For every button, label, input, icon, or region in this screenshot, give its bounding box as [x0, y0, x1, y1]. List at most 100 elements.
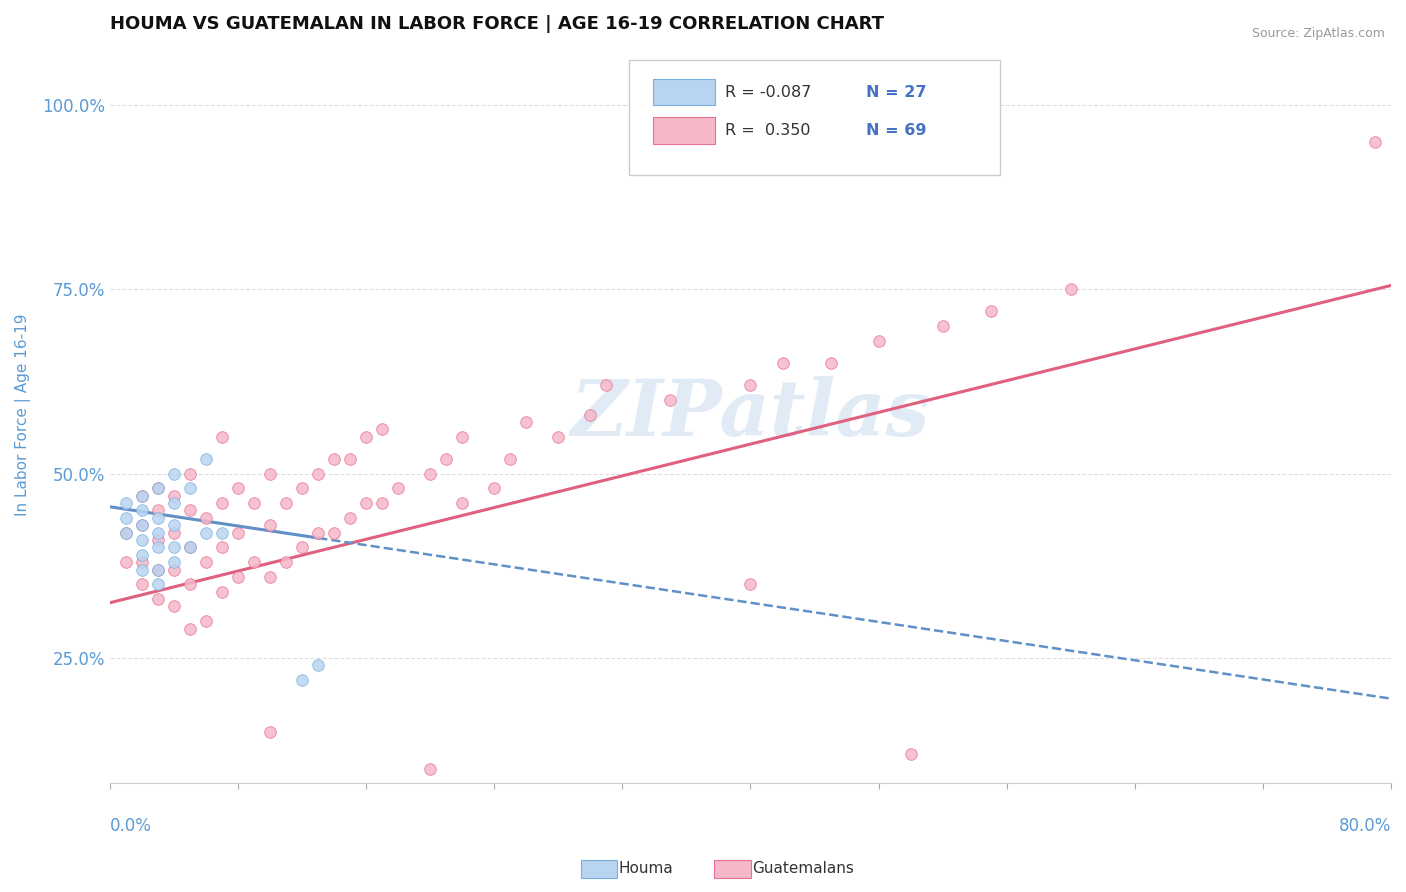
- Point: [163, 467, 186, 481]
- Point: [115, 525, 138, 540]
- Point: [146, 592, 169, 607]
- Point: [146, 525, 169, 540]
- Point: [211, 525, 233, 540]
- Point: [179, 481, 201, 495]
- Point: [451, 430, 474, 444]
- Point: [451, 496, 474, 510]
- Point: [163, 555, 186, 569]
- Point: [900, 747, 922, 761]
- Point: [1060, 282, 1083, 296]
- Point: [115, 525, 138, 540]
- Point: [291, 481, 314, 495]
- Point: [131, 577, 153, 591]
- Point: [115, 555, 138, 569]
- Point: [291, 541, 314, 555]
- FancyBboxPatch shape: [654, 117, 714, 144]
- Point: [163, 562, 186, 576]
- Point: [323, 451, 346, 466]
- Point: [179, 622, 201, 636]
- Point: [354, 496, 377, 510]
- Point: [131, 489, 153, 503]
- Text: Guatemalans: Guatemalans: [752, 862, 853, 876]
- Point: [146, 511, 169, 525]
- Point: [387, 481, 409, 495]
- Point: [163, 518, 186, 533]
- Text: Houma: Houma: [619, 862, 673, 876]
- Text: Source: ZipAtlas.com: Source: ZipAtlas.com: [1251, 27, 1385, 40]
- Point: [515, 415, 537, 429]
- FancyBboxPatch shape: [628, 61, 1000, 175]
- Text: HOUMA VS GUATEMALAN IN LABOR FORCE | AGE 16-19 CORRELATION CHART: HOUMA VS GUATEMALAN IN LABOR FORCE | AGE…: [110, 15, 884, 33]
- Point: [259, 518, 281, 533]
- Point: [259, 570, 281, 584]
- Point: [131, 562, 153, 576]
- Point: [146, 562, 169, 576]
- Point: [131, 489, 153, 503]
- Point: [146, 481, 169, 495]
- Point: [434, 451, 457, 466]
- Point: [307, 467, 329, 481]
- Point: [740, 378, 762, 392]
- Point: [131, 533, 153, 547]
- Point: [772, 356, 794, 370]
- Point: [115, 496, 138, 510]
- Y-axis label: In Labor Force | Age 16-19: In Labor Force | Age 16-19: [15, 313, 31, 516]
- Point: [211, 541, 233, 555]
- Point: [868, 334, 890, 348]
- Point: [146, 503, 169, 517]
- Text: N = 27: N = 27: [866, 85, 927, 100]
- Point: [179, 503, 201, 517]
- Point: [131, 503, 153, 517]
- Point: [499, 451, 522, 466]
- Point: [115, 511, 138, 525]
- Point: [274, 496, 297, 510]
- Point: [131, 518, 153, 533]
- Point: [371, 422, 394, 436]
- Point: [371, 496, 394, 510]
- Point: [259, 724, 281, 739]
- Point: [163, 496, 186, 510]
- Point: [195, 451, 218, 466]
- Point: [146, 577, 169, 591]
- Point: [179, 541, 201, 555]
- Point: [820, 356, 842, 370]
- Point: [211, 430, 233, 444]
- Point: [243, 555, 266, 569]
- Point: [1364, 135, 1386, 149]
- Text: N = 69: N = 69: [866, 123, 927, 138]
- Point: [163, 599, 186, 614]
- Point: [226, 481, 249, 495]
- Point: [259, 467, 281, 481]
- Point: [419, 467, 441, 481]
- Point: [146, 481, 169, 495]
- Point: [595, 378, 617, 392]
- Point: [419, 762, 441, 776]
- Point: [323, 525, 346, 540]
- FancyBboxPatch shape: [654, 78, 714, 105]
- Point: [195, 614, 218, 628]
- Point: [131, 518, 153, 533]
- Point: [243, 496, 266, 510]
- Point: [163, 525, 186, 540]
- Point: [163, 489, 186, 503]
- Point: [131, 555, 153, 569]
- Point: [931, 319, 953, 334]
- Point: [195, 555, 218, 569]
- Point: [179, 577, 201, 591]
- Point: [980, 304, 1002, 318]
- Point: [146, 541, 169, 555]
- Point: [740, 577, 762, 591]
- Point: [484, 481, 506, 495]
- Text: 80.0%: 80.0%: [1339, 817, 1391, 835]
- Point: [226, 570, 249, 584]
- Point: [211, 496, 233, 510]
- Point: [195, 511, 218, 525]
- Point: [659, 392, 682, 407]
- Point: [226, 525, 249, 540]
- Point: [339, 451, 361, 466]
- Point: [179, 541, 201, 555]
- Point: [307, 525, 329, 540]
- Point: [547, 430, 569, 444]
- Text: 0.0%: 0.0%: [110, 817, 152, 835]
- Text: R = -0.087: R = -0.087: [725, 85, 811, 100]
